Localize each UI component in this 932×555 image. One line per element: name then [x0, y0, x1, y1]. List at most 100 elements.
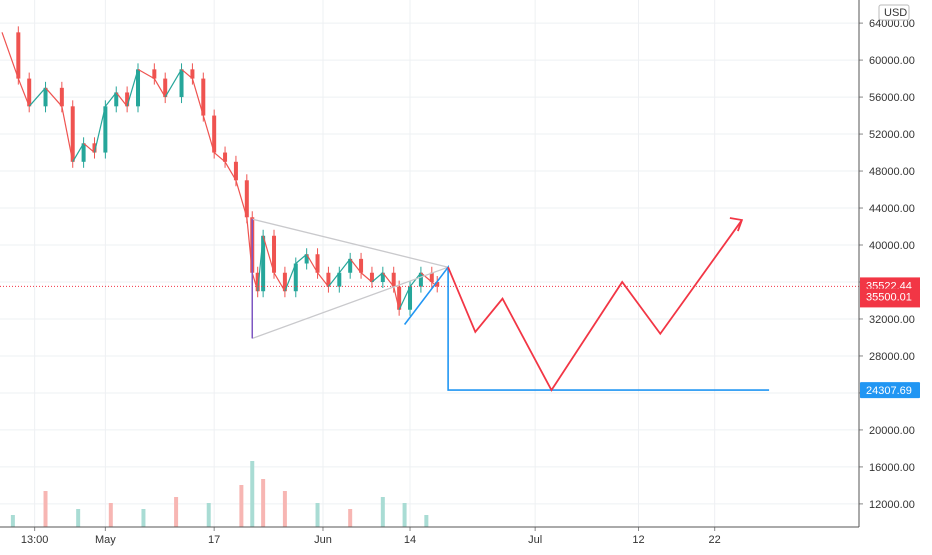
price-segment [164, 69, 183, 98]
volume-bar [402, 503, 407, 527]
price-segment [45, 87, 63, 107]
volume-bar [282, 491, 287, 527]
price-label: 35500.01 [866, 292, 912, 304]
price-segment [398, 286, 411, 310]
candle-body [418, 272, 423, 287]
volume-layer [10, 461, 429, 527]
target-line [403, 264, 770, 391]
candle-body [408, 286, 413, 310]
x-tick-label: 13:00 [21, 534, 49, 546]
price-segment [295, 253, 308, 264]
y-tick-label: 44000.00 [869, 203, 915, 215]
price-segment [420, 272, 433, 283]
candle-body [163, 78, 168, 98]
candle-body [152, 69, 157, 79]
candle-body [27, 78, 32, 107]
candle-body [315, 254, 320, 273]
candle-body [201, 78, 206, 116]
price-segment [153, 78, 166, 98]
candle-body [397, 286, 402, 310]
volume-bar [174, 497, 179, 527]
price-segment [1, 32, 19, 79]
price-segment [213, 152, 226, 163]
price-segment [349, 258, 362, 274]
y-tick-label: 12000.00 [869, 499, 915, 511]
candle-body [255, 272, 260, 292]
price-segment [262, 235, 275, 273]
candle-body [337, 272, 342, 287]
price-segment [93, 106, 106, 153]
x-tick-label: 12 [632, 534, 644, 546]
candle-body [212, 115, 217, 153]
currency-label: USD [884, 7, 907, 19]
volume-bar [43, 491, 48, 527]
y-tick-label: 32000.00 [869, 314, 915, 326]
price-segment [83, 142, 95, 154]
x-tick-label: 17 [208, 534, 220, 546]
candle-body [92, 143, 97, 153]
candle-body [435, 281, 440, 287]
price-segment [28, 87, 46, 107]
candle-body [190, 69, 195, 79]
candle-body [348, 258, 353, 273]
price-segment [371, 272, 384, 283]
x-tick-label: Jun [314, 534, 332, 546]
price-layer [1, 26, 440, 316]
candle-body [114, 92, 119, 107]
volume-bar [315, 503, 320, 527]
price-segment [224, 161, 237, 181]
price-segment [137, 68, 155, 80]
candle-body [103, 106, 108, 153]
volume-bar [250, 461, 255, 527]
currency-box [878, 4, 910, 21]
candle-body [223, 152, 228, 162]
price-segment [360, 272, 373, 283]
y-tick-label: 28000.00 [869, 351, 915, 363]
candle-body [136, 69, 141, 107]
y-tick-label: 16000.00 [869, 462, 915, 474]
candle-body [359, 258, 364, 273]
volume-bar [380, 497, 385, 527]
drawing-layer [0, 217, 859, 392]
candle-body [233, 161, 238, 181]
price-segment [72, 143, 85, 163]
price-segment [235, 180, 248, 218]
x-tick-label: 14 [404, 534, 416, 546]
triangle-bottom-line [252, 266, 449, 340]
y-tick-label: 64000.00 [869, 18, 915, 30]
price-segment [306, 253, 319, 274]
candle-body [244, 180, 249, 218]
candle-body [179, 69, 184, 98]
price-segment [284, 263, 297, 292]
projection-path [447, 219, 743, 392]
price-segment [338, 258, 351, 274]
price-segment [246, 217, 253, 273]
x-tick-label: May [95, 534, 116, 546]
volume-bar [108, 503, 113, 527]
price-segment [327, 272, 340, 287]
price-segment [382, 272, 395, 287]
volume-bar [348, 509, 353, 527]
y-tick-label: 60000.00 [869, 55, 915, 67]
candle-body [380, 272, 385, 282]
candle-body [43, 87, 48, 107]
candle-body [16, 32, 21, 79]
price-segment [317, 272, 329, 287]
y-tick-label: 40000.00 [869, 240, 915, 252]
candle-body [429, 272, 434, 282]
volume-bar [424, 515, 429, 527]
volume-bar [239, 485, 244, 527]
triangle-top-line [252, 218, 449, 268]
price-segment [393, 286, 400, 310]
price-segment [181, 68, 193, 80]
candle-body [391, 272, 396, 287]
price-segment [126, 69, 139, 107]
candle-body [81, 143, 86, 162]
candle-body [304, 254, 309, 264]
projection-arrowhead [729, 217, 744, 232]
candle-body [282, 272, 287, 292]
candle-body [293, 263, 298, 292]
